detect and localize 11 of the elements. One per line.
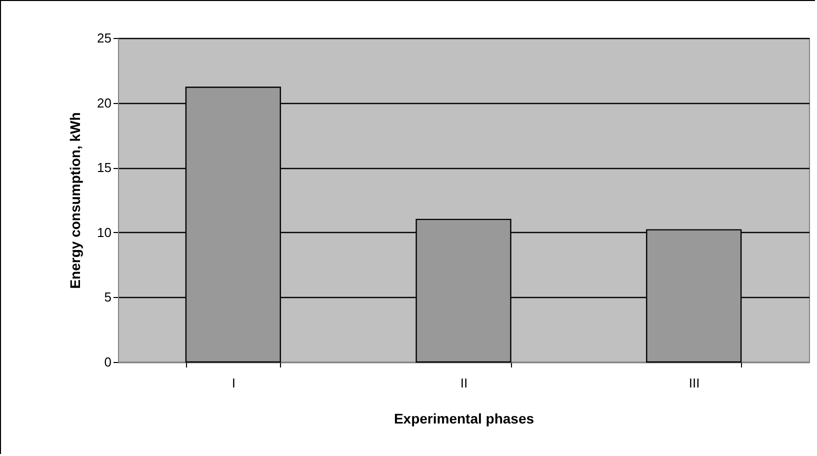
x-axis-title: Experimental phases xyxy=(394,410,534,426)
y-tick-label: 10 xyxy=(97,224,112,240)
x-tick-label: I xyxy=(232,376,236,390)
y-tick-label: 5 xyxy=(104,290,112,305)
y-tick-label: 0 xyxy=(104,354,112,370)
x-tick-label: III xyxy=(688,376,700,390)
x-tick-label: II xyxy=(460,376,468,390)
y-axis-title: Energy consumption, kWh xyxy=(67,112,84,289)
y-tick-label: 15 xyxy=(97,160,112,176)
y-tick-label: 25 xyxy=(97,30,112,46)
y-tick-label: 20 xyxy=(97,95,112,110)
